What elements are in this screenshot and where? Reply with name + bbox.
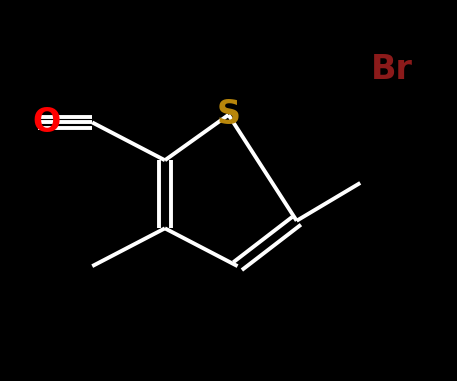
Text: Br: Br: [371, 53, 413, 86]
Text: S: S: [217, 98, 240, 131]
Text: O: O: [33, 106, 61, 139]
